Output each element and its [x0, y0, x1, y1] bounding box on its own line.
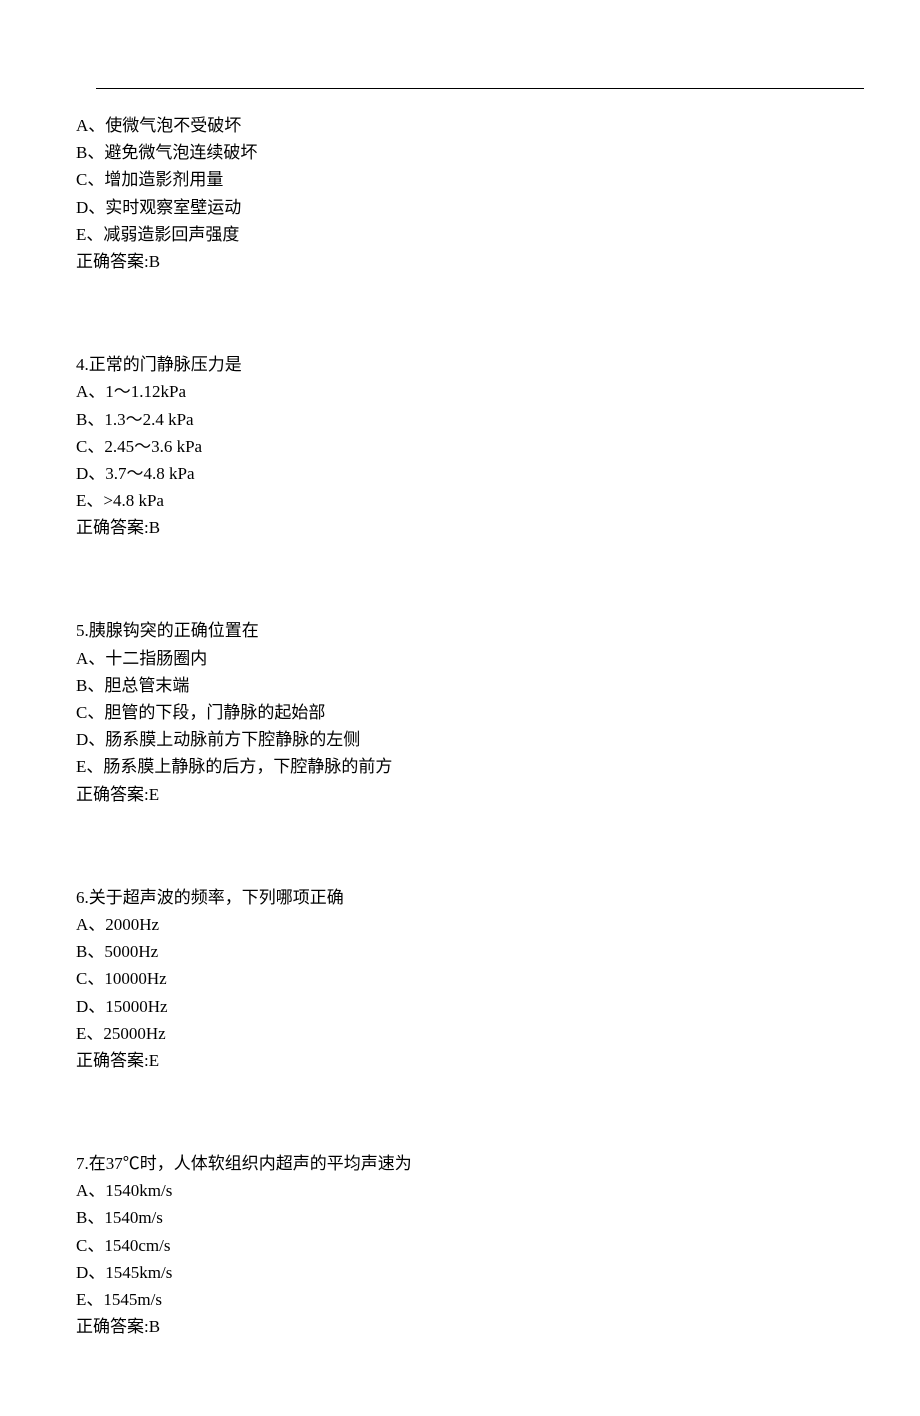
answer: 正确答案:E: [76, 1047, 844, 1074]
option-e: E、减弱造影回声强度: [76, 221, 844, 248]
option-b: B、5000Hz: [76, 938, 844, 965]
option-e: E、1545m/s: [76, 1286, 844, 1313]
option-c: C、胆管的下段，门静脉的起始部: [76, 699, 844, 726]
question-7: 7.在37℃时，人体软组织内超声的平均声速为 A、1540km/s B、1540…: [76, 1150, 844, 1340]
question-6: 6.关于超声波的频率，下列哪项正确 A、2000Hz B、5000Hz C、10…: [76, 884, 844, 1074]
question-stem: 4.正常的门静脉压力是: [76, 351, 844, 378]
option-a: A、使微气泡不受破坏: [76, 112, 844, 139]
option-b: B、1540m/s: [76, 1204, 844, 1231]
question-stem: 6.关于超声波的频率，下列哪项正确: [76, 884, 844, 911]
question-stem: 5.胰腺钩突的正确位置在: [76, 617, 844, 644]
option-c: C、2.45～3.6 kPa: [76, 433, 844, 460]
option-a: A、1540km/s: [76, 1177, 844, 1204]
option-a: A、十二指肠圈内: [76, 645, 844, 672]
question-stem: 7.在37℃时，人体软组织内超声的平均声速为: [76, 1150, 844, 1177]
question-5: 5.胰腺钩突的正确位置在 A、十二指肠圈内 B、胆总管末端 C、胆管的下段，门静…: [76, 617, 844, 807]
option-c: C、增加造影剂用量: [76, 166, 844, 193]
option-e: E、肠系膜上静脉的后方，下腔静脉的前方: [76, 753, 844, 780]
option-d: D、实时观察室壁运动: [76, 194, 844, 221]
option-c: C、10000Hz: [76, 965, 844, 992]
option-a: A、2000Hz: [76, 911, 844, 938]
page-content: A、使微气泡不受破坏 B、避免微气泡连续破坏 C、增加造影剂用量 D、实时观察室…: [76, 112, 844, 1416]
option-e: E、25000Hz: [76, 1020, 844, 1047]
option-b: B、避免微气泡连续破坏: [76, 139, 844, 166]
option-c: C、1540cm/s: [76, 1232, 844, 1259]
option-b: B、1.3～2.4 kPa: [76, 406, 844, 433]
question-4: 4.正常的门静脉压力是 A、1～1.12kPa B、1.3～2.4 kPa C、…: [76, 351, 844, 541]
answer: 正确答案:B: [76, 248, 844, 275]
answer: 正确答案:B: [76, 1313, 844, 1340]
option-a: A、1～1.12kPa: [76, 378, 844, 405]
question-3-partial: A、使微气泡不受破坏 B、避免微气泡连续破坏 C、增加造影剂用量 D、实时观察室…: [76, 112, 844, 275]
option-e: E、>4.8 kPa: [76, 487, 844, 514]
option-d: D、15000Hz: [76, 993, 844, 1020]
option-d: D、3.7～4.8 kPa: [76, 460, 844, 487]
option-d: D、肠系膜上动脉前方下腔静脉的左侧: [76, 726, 844, 753]
option-b: B、胆总管末端: [76, 672, 844, 699]
header-rule: [96, 88, 864, 89]
option-d: D、1545km/s: [76, 1259, 844, 1286]
answer: 正确答案:B: [76, 514, 844, 541]
answer: 正确答案:E: [76, 781, 844, 808]
